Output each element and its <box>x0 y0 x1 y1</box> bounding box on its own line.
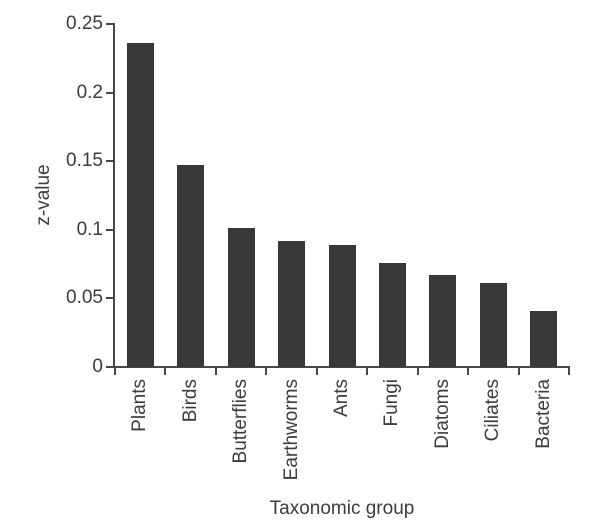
bar <box>480 283 507 367</box>
x-tick-mark <box>518 368 520 375</box>
x-tick-mark <box>316 368 318 375</box>
y-axis-line <box>113 23 115 368</box>
y-tick-label: 0.2 <box>76 82 103 103</box>
y-tick-label: 0 <box>92 356 103 377</box>
bar <box>379 263 406 367</box>
x-tick-mark <box>215 368 217 375</box>
bar <box>127 43 154 367</box>
y-axis-title: z-value <box>33 164 54 226</box>
x-tick-label: Ciliates <box>482 379 503 442</box>
x-tick-mark <box>417 368 419 375</box>
bar <box>228 228 255 367</box>
x-tick-label: Earthworms <box>281 379 302 481</box>
x-axis-line <box>113 366 570 368</box>
bar <box>329 245 356 367</box>
y-tick-label: 0.25 <box>66 13 103 34</box>
x-tick-label: Birds <box>180 379 201 423</box>
x-tick-label: Bacteria <box>533 379 554 449</box>
bar <box>177 165 204 367</box>
x-tick-label: Ants <box>331 379 352 418</box>
y-tick-mark <box>106 92 113 94</box>
y-tick-mark <box>106 297 113 299</box>
y-tick-label: 0.15 <box>66 150 103 171</box>
y-tick-mark <box>106 23 113 25</box>
x-tick-label: Plants <box>129 379 150 432</box>
bar <box>278 241 305 367</box>
bar <box>530 311 557 367</box>
x-tick-label: Diatoms <box>432 379 453 449</box>
x-tick-mark <box>568 368 570 375</box>
x-tick-mark <box>114 368 116 375</box>
x-tick-mark <box>467 368 469 375</box>
x-tick-mark <box>164 368 166 375</box>
x-axis-title: Taxonomic group <box>269 498 415 519</box>
x-tick-mark <box>366 368 368 375</box>
y-tick-label: 0.05 <box>66 287 103 308</box>
y-tick-label: 0.1 <box>76 219 103 240</box>
x-tick-label: Butterflies <box>230 379 251 464</box>
y-tick-mark <box>106 160 113 162</box>
x-tick-mark <box>265 368 267 375</box>
x-tick-label: Fungi <box>381 379 402 427</box>
y-tick-mark <box>106 229 113 231</box>
y-tick-mark <box>106 366 113 368</box>
bar <box>429 275 456 367</box>
